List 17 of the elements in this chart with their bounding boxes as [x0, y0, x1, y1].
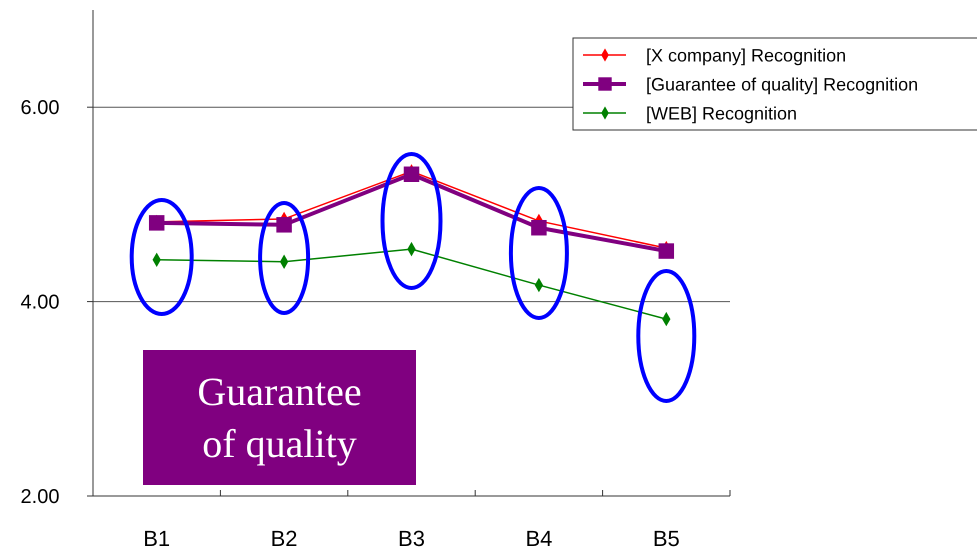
legend-label: [WEB] Recognition	[646, 103, 798, 124]
point	[148, 215, 164, 231]
y-tick-label: 4.00	[20, 292, 60, 314]
x-tick-label: B5	[652, 526, 680, 551]
point	[658, 243, 674, 259]
point	[276, 217, 292, 233]
x-tick-label: B2	[270, 526, 298, 551]
y-tick-label: 6.00	[20, 97, 60, 120]
x-tick-label: B4	[525, 526, 552, 551]
x-tick-label: B3	[398, 526, 425, 551]
x-tick-label: B1	[143, 526, 170, 551]
point	[531, 220, 547, 236]
legend-label: [Guarantee of quality] Recognition	[646, 74, 918, 94]
legend-label: [X company] Recognition	[646, 45, 846, 66]
point	[404, 166, 420, 182]
annotation: Guarantee of quality	[197, 369, 362, 466]
y-tick-label: 2.00	[20, 486, 60, 508]
